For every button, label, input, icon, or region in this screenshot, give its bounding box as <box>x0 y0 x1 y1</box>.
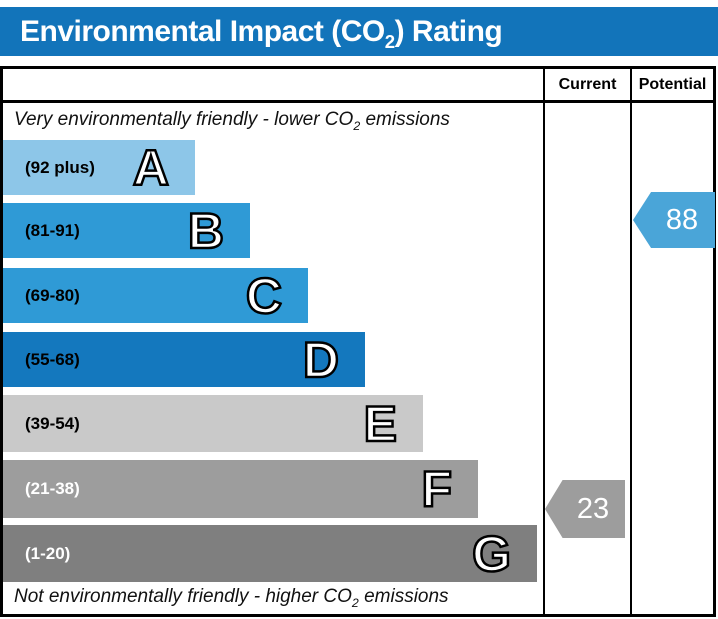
top-note: Very environmentally friendly - lower CO… <box>14 109 450 133</box>
band-b-range-label: (81-91) <box>25 220 80 240</box>
potential-rating-value: 88 <box>665 203 699 236</box>
band-g-letter: G <box>471 525 512 582</box>
band-f: (21-38) F <box>3 460 478 518</box>
band-a: (92 plus) A <box>3 140 195 195</box>
current-rating-value: 23 <box>576 492 610 525</box>
column-divider-potential <box>630 66 632 617</box>
band-b-letter: B <box>187 202 226 259</box>
header-row-divider <box>0 100 716 103</box>
band-e: (39-54) E <box>3 395 423 452</box>
band-d-letter: D <box>302 331 341 388</box>
band-c: (69-80) C <box>3 268 308 323</box>
band-b: (81-91) B <box>3 203 250 258</box>
band-e-range-label: (39-54) <box>25 413 80 433</box>
title-subscript: 2 <box>384 30 395 52</box>
column-header-current: Current <box>558 75 617 93</box>
band-g: (1-20) G <box>3 525 537 582</box>
band-f-range-label: (21-38) <box>25 479 80 498</box>
top-note-subscript: 2 <box>353 118 361 133</box>
band-f-letter: F <box>420 461 453 517</box>
band-e-letter: E <box>362 395 398 452</box>
column-header-potential: Potential <box>638 75 707 93</box>
band-d: (55-68) D <box>3 332 365 387</box>
current-rating-arrow: 23 <box>545 480 625 538</box>
rating-table-border <box>0 66 716 617</box>
band-g-range-label: (1-20) <box>25 543 71 563</box>
title-bar: Environmental Impact (CO2) Rating <box>0 7 718 56</box>
band-a-range-label: (92 plus) <box>25 157 95 177</box>
band-c-letter: C <box>245 267 284 324</box>
band-c-range-label: (69-80) <box>25 285 80 305</box>
band-d-range-label: (55-68) <box>25 349 80 369</box>
column-divider-current <box>543 66 545 617</box>
bottom-note-subscript: 2 <box>351 595 359 610</box>
potential-rating-arrow: 88 <box>633 192 715 248</box>
bottom-note: Not environmentally friendly - higher CO… <box>14 586 449 610</box>
band-a-letter: A <box>132 139 171 196</box>
page-title: Environmental Impact (CO2) Rating <box>20 14 503 52</box>
